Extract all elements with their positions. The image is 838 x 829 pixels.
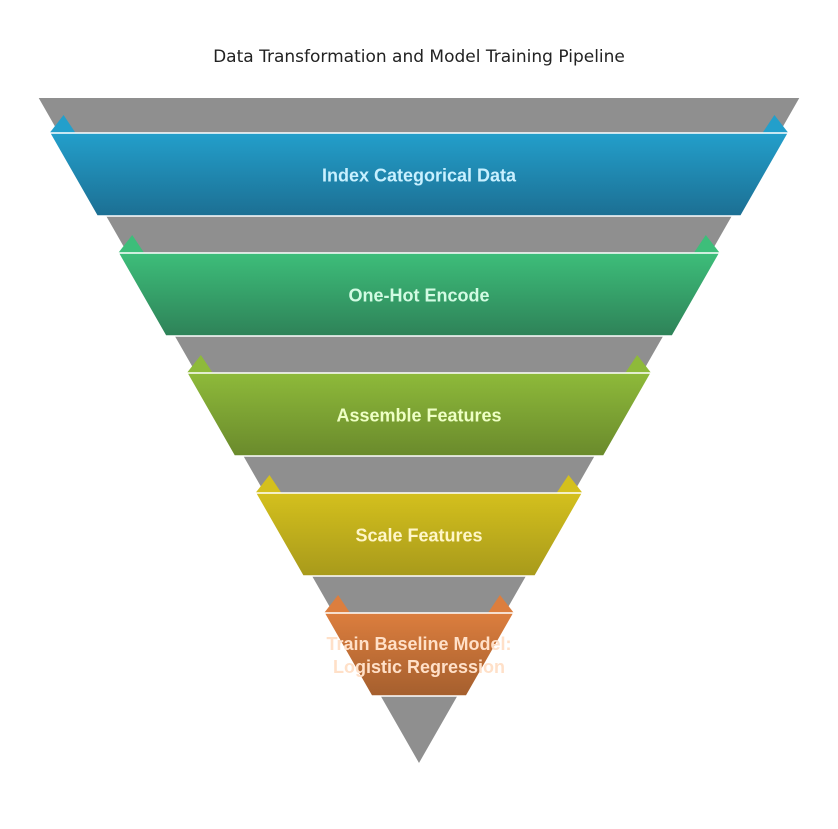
stage-tab-left: [49, 115, 76, 133]
stage-label-line: One-Hot Encode: [348, 286, 489, 306]
stage-tab-left: [255, 475, 282, 493]
stage-tab-right: [556, 475, 583, 493]
stage-label-line: Scale Features: [355, 526, 482, 546]
stage-tab-right: [762, 115, 789, 133]
stage-label: One-Hot Encode: [348, 286, 489, 306]
stage-label: Train Baseline Model: Logistic Regression: [326, 634, 511, 677]
stage-tab-right: [693, 235, 720, 253]
pipeline-stage: Train Baseline Model: Logistic Regression: [323, 595, 515, 697]
pipeline-stages: Index Categorical Data One-Hot Encode Asse…: [48, 115, 790, 697]
stage-band: [117, 252, 721, 337]
stage-label: Assemble Features: [336, 406, 501, 426]
pipeline-stage: One-Hot Encode: [117, 235, 721, 337]
stage-tab-left: [186, 355, 213, 373]
stage-band: [48, 132, 790, 217]
stage-label-line: Assemble Features: [336, 406, 501, 426]
stage-tab-left: [324, 595, 351, 613]
pipeline-stage: Assemble Features: [186, 355, 652, 457]
stage-label: Index Categorical Data: [322, 166, 517, 186]
stage-label-line: Index Categorical Data: [322, 166, 517, 186]
pipeline-stage: Index Categorical Data: [48, 115, 790, 217]
pipeline-stage: Scale Features: [254, 475, 584, 577]
stage-tab-right: [487, 595, 514, 613]
stage-label-line: Logistic Regression: [333, 657, 505, 677]
stage-band: [186, 372, 652, 457]
stage-band: [323, 612, 515, 697]
stage-label: Scale Features: [355, 526, 482, 546]
stage-label-line: Train Baseline Model:: [326, 634, 511, 654]
stage-tab-left: [118, 235, 145, 253]
stage-band: [254, 492, 584, 577]
stage-tab-right: [625, 355, 652, 373]
diagram-title: Data Transformation and Model Training P…: [213, 47, 625, 67]
